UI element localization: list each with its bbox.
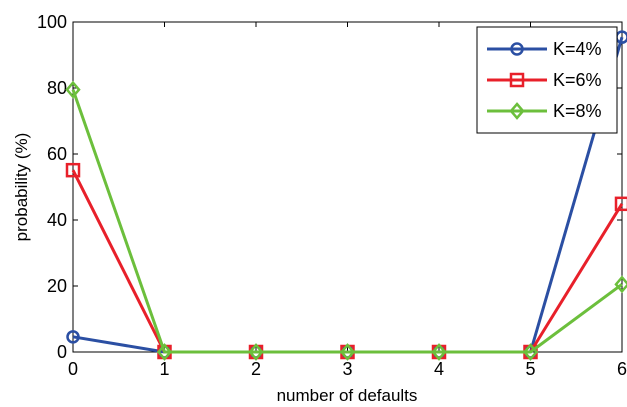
data-point [614,275,627,294]
y-tick-label: 100 [37,12,67,32]
legend-item: K=4% [487,39,602,59]
legend: K=4% K=6% K=8% [476,26,618,134]
legend-label: K=4% [553,39,602,59]
x-tick-label: 1 [159,359,169,379]
series-K=8% [65,80,627,361]
data-point [431,343,447,361]
legend-marker [509,102,525,120]
x-tick-label: 6 [617,359,627,379]
legend-label: K=6% [553,70,602,90]
y-tick-label: 80 [47,78,67,98]
y-tick-label: 0 [57,342,67,362]
x-tick-label: 2 [251,359,261,379]
data-point [65,80,81,99]
x-axis-label: number of defaults [277,386,418,405]
x-tick-label: 5 [525,359,535,379]
data-point [614,196,627,212]
y-tick-label: 60 [47,144,67,164]
y-axis-label: probability (%) [12,133,31,242]
legend-item: K=8% [487,101,602,121]
y-tick-label: 40 [47,210,67,230]
y-tick-label: 20 [47,276,67,296]
data-point [248,343,264,361]
legend-marker [510,42,524,56]
x-tick-label: 0 [68,359,78,379]
legend-label: K=8% [553,101,602,121]
data-point [339,343,356,361]
data-point [522,343,539,361]
x-tick-label: 4 [434,359,444,379]
data-point [66,330,80,344]
legend-marker [509,72,525,88]
data-point [156,343,173,361]
x-tick-label: 3 [342,359,352,379]
data-point [65,162,81,178]
legend-item: K=6% [487,70,602,90]
series-line [71,89,623,354]
